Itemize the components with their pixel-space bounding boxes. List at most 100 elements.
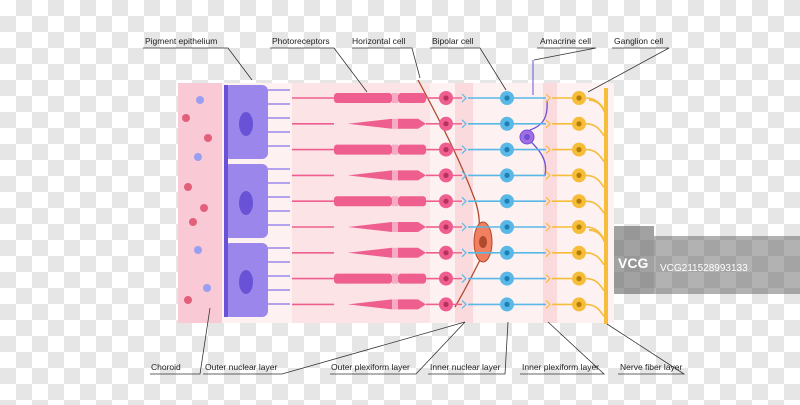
ganglion-nucleus: [576, 147, 582, 153]
synapse-terminal: [461, 299, 467, 309]
inner-plexiform-band: [543, 83, 557, 323]
watermark-logo: VCG: [618, 255, 648, 271]
synapse-terminal: [545, 274, 551, 284]
label-photoreceptors: Photoreceptors: [272, 36, 330, 46]
leader-inner-plexiform-layer: [520, 321, 606, 375]
ganglion-axon: [585, 252, 605, 266]
label-choroid: Choroid: [151, 362, 181, 372]
connecting-cilium: [392, 196, 398, 207]
synapse-terminal: [461, 119, 467, 129]
choroid-layer: [178, 83, 222, 323]
ganglion-axon: [585, 123, 605, 137]
leader-amacrine-cell: [533, 47, 597, 61]
connecting-cilium: [392, 299, 398, 310]
cone-inner-segment: [398, 247, 426, 258]
cone-outer-segment: [348, 222, 392, 232]
photoreceptor-nucleus: [443, 198, 449, 204]
photoreceptor-nucleus: [443, 276, 449, 282]
photoreceptor-nucleus: [443, 224, 449, 230]
label-ganglion-cell: Ganglion cell: [614, 36, 663, 46]
rod-outer-segment: [334, 273, 392, 284]
watermark: VCG VCG211528993133: [614, 226, 800, 294]
label-pigment-epithelium: Pigment epithelium: [145, 36, 217, 46]
amacrine-cell: [519, 60, 548, 176]
cone-inner-segment: [398, 118, 426, 129]
synapse-terminal: [461, 248, 467, 258]
ganglion-axon: [585, 174, 605, 188]
connecting-cilium: [392, 222, 398, 232]
synapse-terminal: [461, 170, 467, 180]
cone-inner-segment: [398, 299, 426, 310]
leader-lines: [143, 47, 686, 375]
photoreceptor-nucleus: [443, 121, 449, 127]
ganglion-axon: [588, 99, 607, 121]
synapse-terminal: [461, 145, 467, 155]
leader-horizontal-cell: [352, 47, 421, 79]
bruch-membrane: [224, 85, 228, 317]
connecting-cilium: [392, 247, 398, 258]
amacrine-dendrite: [529, 99, 548, 131]
leader-photoreceptors: [270, 47, 368, 93]
ganglion-nucleus: [576, 198, 582, 204]
synapse-terminal: [545, 299, 551, 309]
leader-inner-nuclear-layer: [428, 321, 509, 375]
bipolar-nucleus: [504, 250, 510, 256]
choroid-blood-cell: [184, 183, 192, 191]
leader-choroid: [150, 307, 211, 375]
choroid-blood-cell: [184, 296, 192, 304]
leader-nerve-fiber-layer: [606, 323, 686, 375]
leader-outer-nuclear-layer: [203, 321, 466, 375]
horizontal-nucleus: [479, 236, 487, 248]
photoreceptor-nucleus: [443, 95, 449, 101]
leader-ganglion-cell: [587, 47, 670, 93]
amacrine-nucleus: [524, 134, 530, 140]
bipolar-nucleus: [504, 276, 510, 282]
rod-inner-segment: [398, 144, 426, 155]
connecting-cilium: [392, 170, 398, 181]
rod-outer-segment: [334, 144, 392, 155]
synapse-terminal: [545, 196, 551, 206]
choroid-blood-cell: [189, 218, 197, 226]
label-bipolar-cell: Bipolar cell: [432, 36, 474, 46]
synapse-terminal: [461, 222, 467, 232]
neuron-rows: [292, 91, 605, 317]
ganglion-axon: [588, 229, 607, 251]
photoreceptor-nucleus: [443, 147, 449, 153]
rod-outer-segment: [334, 93, 392, 103]
epithelium-nucleus: [239, 191, 253, 215]
rod-inner-segment: [398, 196, 426, 207]
ganglion-nucleus: [576, 121, 582, 127]
bipolar-nucleus: [504, 172, 510, 178]
connecting-cilium: [392, 118, 398, 129]
labels: Pigment epithelium Photoreceptors Horizo…: [145, 36, 683, 372]
connecting-cilium: [392, 273, 398, 284]
ganglion-axon: [585, 303, 605, 317]
nerve-fiber-bundle: [604, 88, 608, 324]
synapse-terminal: [545, 170, 551, 180]
bipolar-nucleus: [504, 95, 510, 101]
synapse-terminal: [461, 196, 467, 206]
bipolar-nucleus: [504, 301, 510, 307]
ganglion-axon: [585, 277, 605, 292]
pigment-epithelium: [224, 85, 290, 317]
synapse-terminal: [545, 222, 551, 232]
connecting-cilium: [392, 144, 398, 155]
bipolar-nucleus: [504, 224, 510, 230]
choroid-blood-cell: [200, 204, 208, 212]
rod-inner-segment: [398, 93, 426, 103]
cone-inner-segment: [398, 222, 426, 232]
ganglion-nucleus: [576, 250, 582, 256]
label-outer-plexiform-layer: Outer plexiform layer: [331, 362, 410, 372]
bipolar-nucleus: [504, 198, 510, 204]
watermark-id: VCG211528993133: [660, 263, 748, 274]
leader-outer-plexiform-layer: [330, 321, 466, 375]
choroid-cells: [182, 96, 212, 304]
bipolar-nucleus: [504, 121, 510, 127]
nerve-fiber-layer: [588, 88, 608, 324]
label-amacrine-cell: Amacrine cell: [540, 36, 591, 46]
choroid-blood-cell: [203, 284, 211, 292]
ganglion-nucleus: [576, 172, 582, 178]
synapse-terminal: [545, 145, 551, 155]
watermark-text-box: [654, 236, 800, 294]
leader-bipolar-cell: [430, 47, 507, 91]
